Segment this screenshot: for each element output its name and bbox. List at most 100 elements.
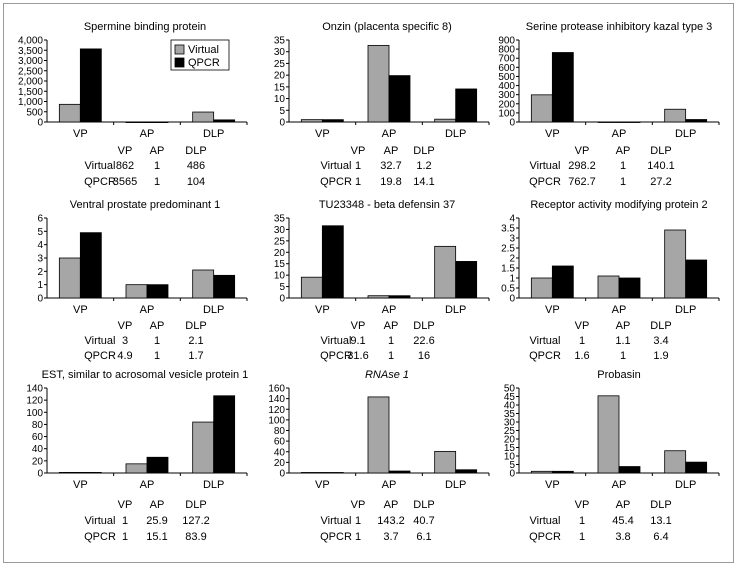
bar-virtual xyxy=(434,450,457,474)
bar-virtual xyxy=(125,121,148,123)
bar-virtual xyxy=(58,471,81,474)
table-cell: 1 xyxy=(154,176,160,188)
table-row-label: Virtual xyxy=(321,335,352,347)
table-cell: 762.7 xyxy=(568,176,596,188)
table-cell: 1.6 xyxy=(574,350,589,362)
y-tick-label: 500 xyxy=(26,107,43,118)
bar-virtual xyxy=(664,108,687,123)
table-cell: 16 xyxy=(418,350,430,362)
y-tick-label: 0 xyxy=(509,118,515,129)
bar-virtual xyxy=(125,284,148,299)
x-category-label: DLP xyxy=(675,128,696,140)
y-tick-label: 0.5 xyxy=(501,284,515,295)
bar-virtual xyxy=(300,119,323,123)
x-category-label: DLP xyxy=(445,128,466,140)
bar-virtual xyxy=(300,472,323,474)
y-tick-label: 2 xyxy=(37,267,43,278)
table-cell: 15.1 xyxy=(146,531,167,543)
y-tick-label: 100 xyxy=(26,408,43,419)
table-row-label: Virtual xyxy=(85,160,116,172)
table-row-label: QPCR xyxy=(84,176,116,188)
x-category-label: AP xyxy=(612,304,627,316)
table-cell: 9.1 xyxy=(350,335,365,347)
table-cell: 1.9 xyxy=(653,350,668,362)
table-cell: 143.2 xyxy=(377,515,405,527)
y-tick-label: 3.5 xyxy=(501,224,515,235)
y-tick-label: 40 xyxy=(32,444,44,455)
y-tick-label: 35 xyxy=(504,409,516,420)
table-cell: 6.4 xyxy=(653,531,668,543)
bar-qpcr xyxy=(79,232,102,299)
y-tick-label: 160 xyxy=(268,384,285,395)
table-cell: 32.7 xyxy=(380,160,401,172)
bar-qpcr xyxy=(618,121,641,123)
y-tick-label: 1 xyxy=(509,274,515,285)
table-cell: 1 xyxy=(154,350,160,362)
y-tick-label: 60 xyxy=(32,432,44,443)
table-cell: 27.2 xyxy=(650,176,671,188)
y-tick-label: 1,500 xyxy=(18,87,43,98)
x-category-label: AP xyxy=(382,128,397,140)
y-tick-label: 300 xyxy=(498,90,515,101)
table-cell: 3.4 xyxy=(653,335,668,347)
y-tick-label: 5 xyxy=(37,227,43,238)
table-row-label: Virtual xyxy=(530,515,561,527)
x-category-label: VP xyxy=(545,128,560,140)
y-tick-label: 40 xyxy=(274,447,286,458)
chart-title: Receptor activity modifying protein 2 xyxy=(530,199,707,211)
table-cell: 45.4 xyxy=(612,515,633,527)
table-row-label: Virtual xyxy=(530,160,561,172)
table-cell: 1.7 xyxy=(188,350,203,362)
table-header: VP xyxy=(575,145,590,157)
table-header: VP xyxy=(118,499,133,511)
y-tick-label: 900 xyxy=(498,36,515,47)
x-category-label: AP xyxy=(382,304,397,316)
bar-virtual xyxy=(597,121,620,123)
chart-title: RNAse 1 xyxy=(365,369,409,381)
y-tick-label: 35 xyxy=(274,36,286,47)
bar-virtual xyxy=(530,94,553,123)
bar-qpcr xyxy=(618,277,641,299)
bar-virtual xyxy=(597,275,620,299)
table-cell: 3.8 xyxy=(615,531,630,543)
table-header: AP xyxy=(150,145,165,157)
figure-frame xyxy=(3,3,734,563)
y-tick-label: 200 xyxy=(498,99,515,110)
table-header: VP xyxy=(118,320,133,332)
x-category-label: DLP xyxy=(203,479,224,491)
table-cell: 862 xyxy=(116,160,134,172)
table-cell: 3.7 xyxy=(383,531,398,543)
table-cell: 104 xyxy=(187,176,205,188)
y-tick-label: 1,000 xyxy=(18,97,43,108)
table-cell: 19.8 xyxy=(380,176,401,188)
y-tick-label: 0 xyxy=(279,469,285,480)
y-tick-label: 120 xyxy=(26,396,43,407)
y-tick-label: 80 xyxy=(274,426,286,437)
bar-qpcr xyxy=(455,469,478,474)
table-cell: 1 xyxy=(355,160,361,172)
x-category-label: AP xyxy=(382,479,397,491)
chart-title: Spermine binding protein xyxy=(84,21,206,33)
table-header: AP xyxy=(384,320,399,332)
y-tick-label: 30 xyxy=(274,47,286,58)
table-row-label: QPCR xyxy=(529,350,561,362)
table-cell: 1 xyxy=(154,160,160,172)
table-cell: 1 xyxy=(355,176,361,188)
x-category-label: AP xyxy=(612,479,627,491)
y-tick-label: 4 xyxy=(37,240,43,251)
table-header: DLP xyxy=(650,499,671,511)
y-tick-label: 25 xyxy=(274,59,286,70)
table-cell: 4.9 xyxy=(117,350,132,362)
x-category-label: DLP xyxy=(203,304,224,316)
bar-qpcr xyxy=(618,466,641,474)
bar-qpcr xyxy=(551,470,574,474)
table-cell: 14.1 xyxy=(413,176,434,188)
y-tick-label: 800 xyxy=(498,45,515,56)
bar-qpcr xyxy=(551,265,574,299)
y-tick-label: 1 xyxy=(37,280,43,291)
y-tick-label: 140 xyxy=(26,384,43,395)
table-cell: 1.2 xyxy=(416,160,431,172)
table-header: AP xyxy=(616,145,631,157)
